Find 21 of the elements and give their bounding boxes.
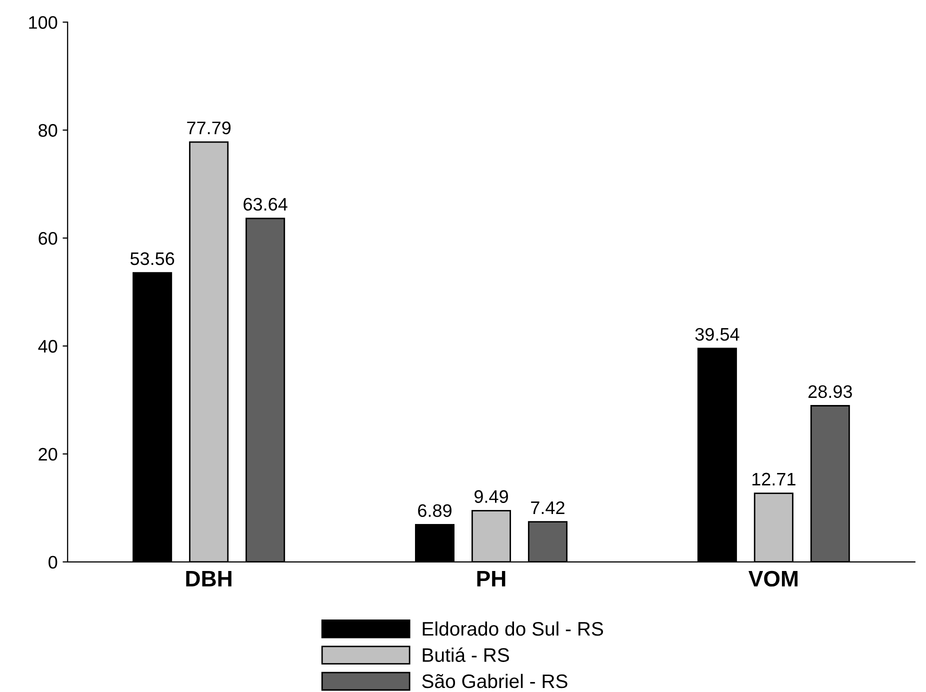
y-tick-label: 40	[38, 340, 58, 353]
legend-label: Eldorado do Sul - RS	[422, 621, 604, 636]
data-label: 53.56	[130, 252, 174, 266]
data-label: 28.93	[808, 385, 852, 398]
data-label: 6.89	[418, 504, 452, 517]
x-tick-label: VOM	[748, 570, 798, 587]
legend-label: Butiá - RS	[422, 647, 509, 662]
data-label: 63.64	[244, 198, 288, 211]
y-tick-label: 20	[38, 448, 58, 461]
x-tick-label: PH	[477, 571, 506, 586]
x-tick-label: DBH	[186, 571, 232, 586]
y-tick-label: 60	[38, 232, 58, 245]
y-tick-label: 80	[38, 124, 58, 137]
data-label: 7.42	[531, 501, 564, 514]
data-label: 39.54	[695, 328, 740, 341]
data-label: 77.79	[187, 122, 231, 134]
y-tick-label: 0	[48, 556, 58, 569]
data-label: 9.49	[474, 490, 508, 503]
y-tick-label: 100	[29, 16, 58, 29]
legend-label: São Gabriel - RS	[422, 674, 568, 688]
data-label: 12.71	[752, 472, 796, 486]
